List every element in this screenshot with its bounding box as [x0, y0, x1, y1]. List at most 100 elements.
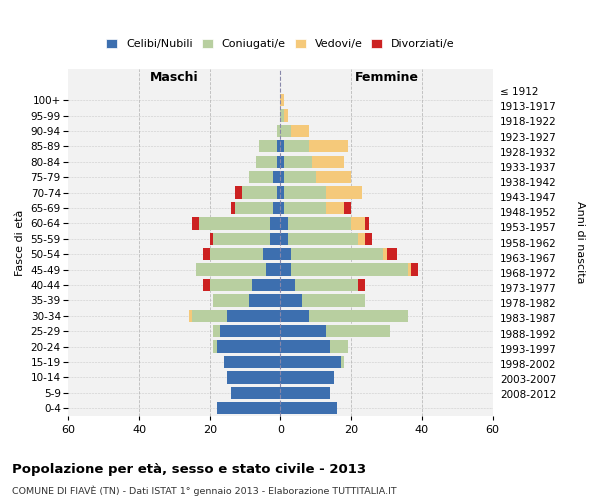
Bar — [248, 171, 274, 183]
Bar — [270, 217, 280, 230]
Bar — [316, 171, 351, 183]
Bar — [284, 171, 316, 183]
Bar — [280, 202, 284, 214]
Bar — [351, 217, 365, 230]
Bar — [227, 310, 280, 322]
Bar — [280, 294, 302, 306]
Y-axis label: Anni di nascita: Anni di nascita — [575, 202, 585, 284]
Bar — [192, 217, 199, 230]
Bar — [309, 140, 347, 152]
Bar — [280, 372, 334, 384]
Bar — [386, 248, 397, 260]
Bar — [358, 232, 365, 245]
Legend: Celibi/Nubili, Coniugati/e, Vedovi/e, Divorziati/e: Celibi/Nubili, Coniugati/e, Vedovi/e, Di… — [104, 36, 457, 52]
Bar — [284, 202, 326, 214]
Bar — [210, 248, 263, 260]
Bar — [302, 294, 365, 306]
Bar — [284, 156, 313, 168]
Text: Popolazione per età, sesso e stato civile - 2013: Popolazione per età, sesso e stato civil… — [12, 462, 366, 475]
Bar — [383, 248, 386, 260]
Bar — [280, 94, 284, 106]
Bar — [252, 279, 280, 291]
Bar — [274, 171, 280, 183]
Bar — [280, 217, 287, 230]
Bar — [313, 156, 344, 168]
Bar — [277, 140, 280, 152]
Text: COMUNE DI FIAVÈ (TN) - Dati ISTAT 1° gennaio 2013 - Elaborazione TUTTITALIA.IT: COMUNE DI FIAVÈ (TN) - Dati ISTAT 1° gen… — [12, 485, 397, 496]
Text: Femmine: Femmine — [355, 71, 419, 84]
Bar — [214, 232, 270, 245]
Bar — [196, 264, 266, 276]
Bar — [280, 386, 330, 399]
Bar — [408, 264, 411, 276]
Bar — [217, 402, 280, 414]
Bar — [277, 156, 280, 168]
Bar — [214, 340, 217, 353]
Bar — [291, 248, 383, 260]
Bar — [287, 232, 358, 245]
Y-axis label: Fasce di età: Fasce di età — [15, 210, 25, 276]
Bar — [266, 264, 280, 276]
Bar — [326, 202, 344, 214]
Bar — [280, 248, 291, 260]
Bar — [291, 125, 309, 137]
Bar — [280, 125, 291, 137]
Bar — [280, 186, 284, 198]
Bar — [270, 232, 280, 245]
Bar — [203, 279, 210, 291]
Bar — [280, 340, 330, 353]
Bar — [280, 156, 284, 168]
Bar — [263, 248, 280, 260]
Bar — [326, 325, 390, 338]
Bar — [365, 217, 369, 230]
Bar — [284, 140, 309, 152]
Bar — [214, 294, 248, 306]
Bar — [259, 140, 277, 152]
Bar — [411, 264, 418, 276]
Bar — [358, 279, 365, 291]
Bar — [224, 356, 280, 368]
Bar — [280, 402, 337, 414]
Bar — [330, 340, 347, 353]
Bar — [203, 248, 210, 260]
Bar — [287, 217, 351, 230]
Text: Maschi: Maschi — [150, 71, 199, 84]
Bar — [277, 186, 280, 198]
Bar — [277, 125, 280, 137]
Bar — [280, 325, 326, 338]
Bar — [220, 325, 280, 338]
Bar — [235, 202, 274, 214]
Bar — [309, 310, 408, 322]
Bar — [280, 279, 295, 291]
Bar — [280, 356, 341, 368]
Bar — [326, 186, 362, 198]
Bar — [280, 140, 284, 152]
Bar — [256, 156, 277, 168]
Bar — [280, 310, 309, 322]
Bar — [231, 202, 235, 214]
Bar — [280, 264, 291, 276]
Bar — [188, 310, 192, 322]
Bar — [231, 386, 280, 399]
Bar — [284, 110, 287, 122]
Bar — [365, 232, 373, 245]
Bar — [274, 202, 280, 214]
Bar — [242, 186, 277, 198]
Bar — [227, 372, 280, 384]
Bar — [280, 110, 284, 122]
Bar — [295, 279, 358, 291]
Bar — [248, 294, 280, 306]
Bar — [210, 279, 252, 291]
Bar — [280, 171, 284, 183]
Bar — [291, 264, 408, 276]
Bar — [217, 340, 280, 353]
Bar — [192, 310, 227, 322]
Bar — [235, 186, 242, 198]
Bar — [199, 217, 270, 230]
Bar — [341, 356, 344, 368]
Bar — [344, 202, 351, 214]
Bar — [280, 232, 287, 245]
Bar — [214, 325, 220, 338]
Bar — [284, 186, 326, 198]
Bar — [210, 232, 214, 245]
